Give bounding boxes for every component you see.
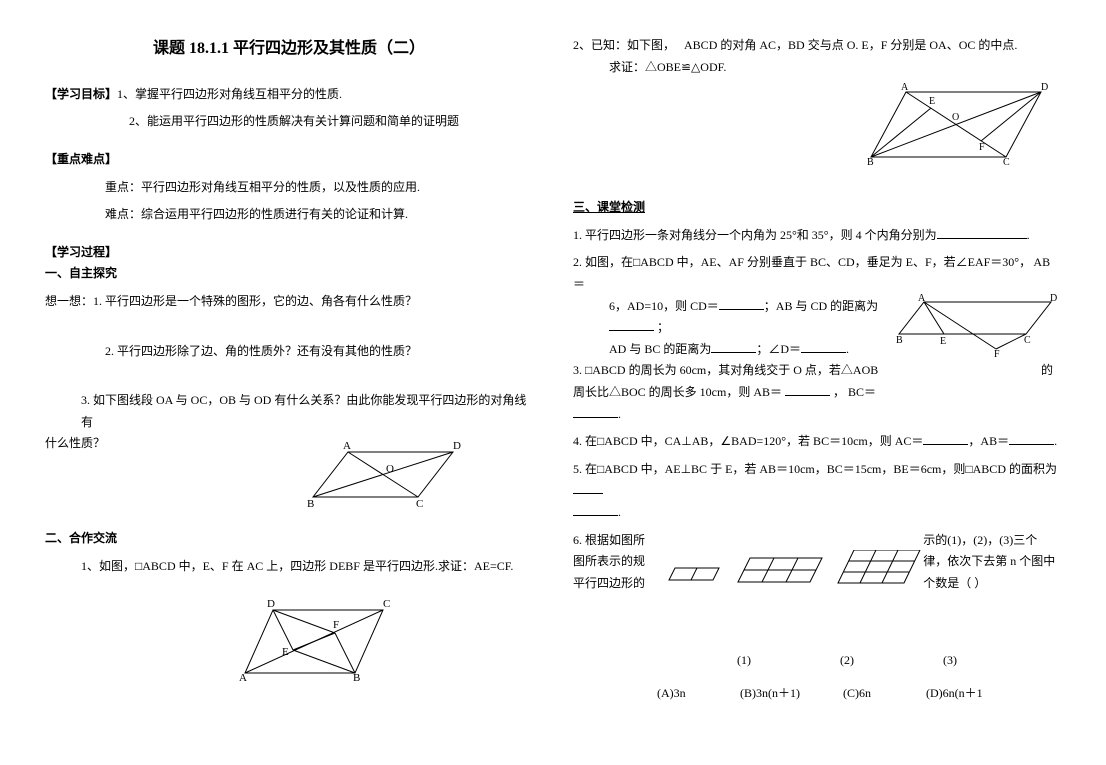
svg-text:C: C <box>383 598 390 610</box>
blank <box>937 225 1027 239</box>
parallelogram-diagonals: A D B C O <box>303 437 473 512</box>
q2-line2: 求证：△OBE≌△ODF. <box>573 57 1061 79</box>
c3-line1: 3. □ABCD 的周长为 60cm，其对角线交于 O 点，若△AOB 的 <box>573 360 1061 382</box>
blank <box>711 339 756 353</box>
figure-1: A D B C O <box>303 437 473 512</box>
c6-left-text: 6. 根据如图所 图所表示的规 平行四边形的 <box>573 530 663 595</box>
svg-text:O: O <box>952 112 959 123</box>
section-3-head: 三、课堂检测 <box>573 197 1061 219</box>
think-q1: 1. 平行四边形是一个特殊的图形，它的边、角各有什么性质？ <box>93 294 417 308</box>
svg-text:A: A <box>239 672 247 684</box>
svg-text:B: B <box>353 672 360 684</box>
think-q2: 2. 平行四边形除了边、角的性质外？还有没有其他的性质？ <box>45 341 533 363</box>
blank <box>1009 431 1054 445</box>
svg-text:A: A <box>901 82 909 93</box>
svg-text:B: B <box>307 498 314 510</box>
blank <box>719 296 764 310</box>
option-b: (B)3n(n＋1) <box>740 683 840 705</box>
svg-text:B: B <box>896 335 903 346</box>
section-1-head: 一、自主探究 <box>45 263 533 285</box>
svg-text:C: C <box>1003 157 1010 167</box>
parallelogram-debf: D C A B E F <box>235 595 405 685</box>
svg-text:D: D <box>1050 294 1057 304</box>
figure-2: D C A B E F <box>235 595 533 685</box>
svg-text:F: F <box>994 349 1000 359</box>
svg-text:D: D <box>453 440 461 452</box>
think-label: 想一想： <box>45 294 93 308</box>
kn-nan: 难点：综合运用平行四边形的性质进行有关的论证和计算. <box>45 204 533 226</box>
svg-text:D: D <box>1041 82 1048 93</box>
section-2-head: 二、合作交流 <box>45 528 533 550</box>
svg-text:F: F <box>979 142 985 153</box>
blank <box>923 431 968 445</box>
c4: 4. 在□ABCD 中，CA⊥AB，∠BAD=120°，若 BC＝10cm，则 … <box>573 431 1061 453</box>
option-c: (C)6n <box>843 683 923 705</box>
goals: 【学习目标】1、掌握平行四边形对角线互相平分的性质. <box>45 84 533 106</box>
blank <box>609 317 654 331</box>
svg-text:E: E <box>940 336 946 347</box>
goals-head: 【学习目标】 <box>45 87 117 101</box>
parallelogram-aef: A D B C E F <box>896 294 1061 359</box>
svg-text:F: F <box>333 619 339 631</box>
c1: 1. 平行四边形一条对角线分一个内角为 25°和 35°，则 4 个内角分别为. <box>573 225 1061 247</box>
svg-text:E: E <box>282 646 289 658</box>
goal-1: 1、掌握平行四边形对角线互相平分的性质. <box>117 87 342 101</box>
right-column: 2、已知：如下图， ABCD 的对角 AC，BD 交与点 O. E，F 分别是 … <box>553 35 1081 730</box>
svg-text:A: A <box>343 440 351 452</box>
figure-4: A D B C E F <box>896 294 1061 359</box>
figure-3: A D B C E F O <box>866 82 1051 167</box>
svg-text:B: B <box>867 157 874 167</box>
c5-line1: 5. 在□ABCD 中，AE⊥BC 于 E，若 AB＝10cm，BC＝15cm，… <box>573 459 1061 502</box>
think-q3a: 3. 如下图线段 OA 与 OC，OB 与 OD 有什么关系？由此你能发现平行四… <box>45 390 533 433</box>
parallelogram-oef: A D B C E F O <box>866 82 1051 167</box>
process-head: 【学习过程】 <box>45 242 533 264</box>
c6-patterns <box>663 530 923 595</box>
c3-line3: . <box>573 404 1061 426</box>
svg-text:A: A <box>918 294 926 304</box>
left-column: 课题 18.1.1 平行四边形及其性质（二） 【学习目标】1、掌握平行四边形对角… <box>25 35 553 730</box>
svg-text:E: E <box>929 96 935 107</box>
pattern-labels: (1) (2) (3) <box>573 650 1061 672</box>
c6-options: (A)3n (B)3n(n＋1) (C)6n (D)6n(n＋1 <box>573 683 1061 705</box>
option-d: (D)6n(n＋1 <box>926 683 1006 705</box>
coop-q1: 1、如图，□ABCD 中，E、F 在 AC 上，四边形 DEBF 是平行四边形.… <box>45 556 533 578</box>
svg-text:C: C <box>1024 335 1031 346</box>
blank <box>785 382 830 396</box>
c2-line1: 2. 如图，在□ABCD 中，AE、AF 分别垂直于 BC、CD，垂足为 E、F… <box>573 252 1061 295</box>
q2-line1: 2、已知：如下图， ABCD 的对角 AC，BD 交与点 O. E，F 分别是 … <box>573 35 1061 57</box>
blank <box>801 339 846 353</box>
blank <box>573 404 618 418</box>
blank <box>573 480 603 494</box>
c6-right-text: 示的(1)，(2)，(3)三个 律，依次下去第 n 个图中 个数是（ ） <box>923 530 1061 595</box>
kn-zhong: 重点：平行四边形对角线互相平分的性质，以及性质的应用. <box>45 177 533 199</box>
think-line-1: 想一想：1. 平行四边形是一个特殊的图形，它的边、角各有什么性质？ <box>45 291 533 313</box>
blank <box>573 502 618 516</box>
keypoints-head: 【重点难点】 <box>45 149 533 171</box>
svg-text:C: C <box>416 498 423 510</box>
option-a: (A)3n <box>657 683 737 705</box>
page-title: 课题 18.1.1 平行四边形及其性质（二） <box>45 35 533 64</box>
goal-2: 2、能运用平行四边形的性质解决有关计算问题和简单的证明题 <box>45 111 533 133</box>
c6-row: 6. 根据如图所 图所表示的规 平行四边形的 <box>573 530 1061 595</box>
svg-text:D: D <box>267 598 275 610</box>
svg-text:O: O <box>386 463 394 475</box>
c5-line2: . <box>573 502 1061 524</box>
c3-line2: 周长比△BOC 的周长多 10cm，则 AB＝ ， BC＝ <box>573 382 1061 404</box>
